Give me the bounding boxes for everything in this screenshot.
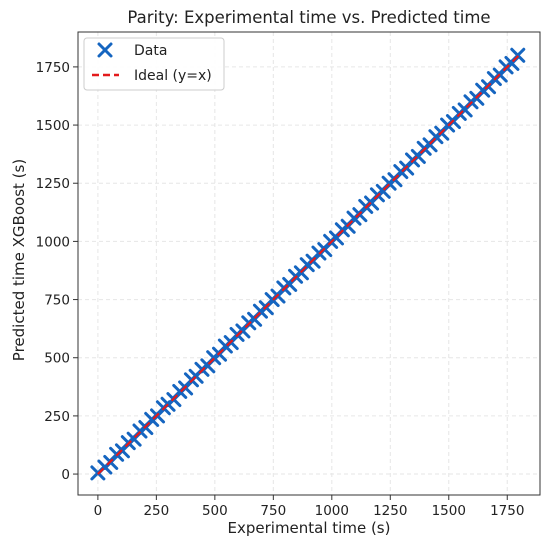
y-tick-label: 1750 — [36, 60, 70, 76]
ideal-line — [97, 54, 520, 475]
chart-title: Parity: Experimental time vs. Predicted … — [127, 8, 490, 27]
x-tick-label: 1500 — [432, 503, 466, 519]
legend-box — [83, 37, 225, 91]
x-tick-label: 0 — [94, 503, 103, 519]
legend-label-ideal: Ideal (y=x) — [134, 68, 212, 84]
x-tick-label: 1750 — [490, 503, 524, 519]
y-tick-label: 250 — [44, 409, 70, 425]
y-tick-label: 1500 — [36, 118, 70, 134]
x-tick-label: 1250 — [373, 503, 407, 519]
x-tick-label: 500 — [202, 503, 228, 519]
y-tick-label: 750 — [44, 293, 70, 309]
x-axis-title: Experimental time (s) — [228, 519, 391, 537]
y-axis-ticks: 0 250 500 750 1000 1250 1500 1750 — [36, 60, 78, 483]
y-tick-label: 500 — [44, 351, 70, 367]
x-tick-label: 250 — [143, 503, 169, 519]
y-tick-label: 0 — [61, 467, 70, 483]
plot-frame — [77, 31, 541, 496]
y-tick-label: 1250 — [36, 176, 70, 192]
x-axis-ticks: 0 250 500 750 1000 1250 1500 1750 — [94, 495, 524, 519]
legend: Data Ideal (y=x) — [83, 37, 225, 91]
y-tick-label: 1000 — [36, 234, 70, 250]
x-tick-label: 1000 — [315, 503, 349, 519]
y-axis-title: Predicted time XGBoost (s) — [10, 159, 28, 361]
x-tick-label: 750 — [260, 503, 286, 519]
legend-label-data: Data — [134, 43, 167, 59]
grid — [78, 32, 540, 495]
legend-x-marker-icon — [97, 42, 113, 58]
data-points — [90, 47, 526, 481]
